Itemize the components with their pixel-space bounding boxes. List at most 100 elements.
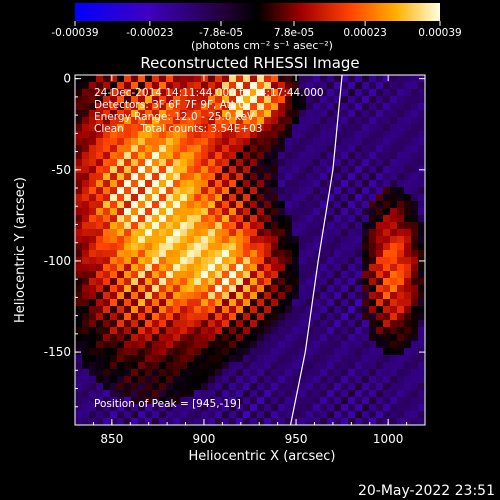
heatmap-cell	[159, 285, 166, 292]
heatmap-cell	[257, 299, 264, 306]
heatmap-cell	[124, 103, 131, 110]
heatmap-cell	[264, 292, 271, 299]
heatmap-cell	[138, 355, 145, 362]
heatmap-cell	[341, 390, 348, 397]
heatmap-cell	[236, 82, 243, 89]
heatmap-cell	[145, 208, 152, 215]
heatmap-cell	[355, 124, 362, 131]
heatmap-cell	[404, 383, 411, 390]
heatmap-cell	[285, 397, 292, 404]
heatmap-cell	[299, 355, 306, 362]
heatmap-cell	[278, 145, 285, 152]
heatmap-cell	[131, 327, 138, 334]
heatmap-cell	[404, 362, 411, 369]
heatmap-cell	[229, 236, 236, 243]
heatmap-cell	[194, 292, 201, 299]
heatmap-cell	[292, 271, 299, 278]
heatmap-cell	[152, 152, 159, 159]
heatmap-cell	[313, 201, 320, 208]
heatmap-cell	[145, 418, 152, 425]
heatmap-cell	[96, 313, 103, 320]
heatmap-cell	[222, 313, 229, 320]
heatmap-cell	[236, 145, 243, 152]
heatmap-cell	[376, 327, 383, 334]
heatmap-cell	[110, 292, 117, 299]
heatmap-cell	[201, 173, 208, 180]
heatmap-cell	[215, 306, 222, 313]
heatmap-cell	[243, 208, 250, 215]
heatmap-cell	[411, 236, 418, 243]
heatmap-cell	[131, 173, 138, 180]
heatmap-cell	[341, 159, 348, 166]
heatmap-cell	[187, 194, 194, 201]
colorbar-tick-label: 0.00023	[343, 27, 386, 39]
heatmap-cell	[187, 404, 194, 411]
heatmap-cell	[334, 264, 341, 271]
heatmap-cell	[201, 215, 208, 222]
heatmap-cell	[180, 117, 187, 124]
heatmap-cell	[313, 194, 320, 201]
heatmap-cell	[397, 299, 404, 306]
heatmap-cell	[159, 278, 166, 285]
heatmap-cell	[271, 222, 278, 229]
heatmap-cell	[362, 243, 369, 250]
heatmap-cell	[327, 201, 334, 208]
heatmap-cell	[124, 243, 131, 250]
heatmap-cell	[341, 376, 348, 383]
heatmap-cell	[173, 285, 180, 292]
heatmap-cell	[278, 89, 285, 96]
heatmap-cell	[110, 264, 117, 271]
heatmap-cell	[117, 327, 124, 334]
heatmap-cell	[117, 110, 124, 117]
heatmap-cell	[138, 390, 145, 397]
heatmap-cell	[306, 250, 313, 257]
heatmap-cell	[215, 110, 222, 117]
heatmap-cell	[208, 110, 215, 117]
heatmap-cell	[138, 404, 145, 411]
heatmap-cell	[152, 278, 159, 285]
heatmap-cell	[250, 229, 257, 236]
heatmap-cell	[271, 299, 278, 306]
heatmap-cell	[397, 82, 404, 89]
heatmap-cell	[110, 362, 117, 369]
heatmap-cell	[376, 103, 383, 110]
heatmap-cell	[271, 229, 278, 236]
heatmap-cell	[397, 418, 404, 425]
heatmap-cell	[159, 397, 166, 404]
heatmap-cell	[166, 348, 173, 355]
heatmap-cell	[243, 180, 250, 187]
heatmap-cell	[243, 306, 250, 313]
heatmap-cell	[145, 131, 152, 138]
heatmap-cell	[334, 313, 341, 320]
heatmap-cell	[292, 411, 299, 418]
heatmap-cell	[306, 145, 313, 152]
heatmap-cell	[110, 327, 117, 334]
heatmap-cell	[124, 369, 131, 376]
heatmap-cell	[145, 243, 152, 250]
heatmap-cell	[299, 145, 306, 152]
heatmap-cell	[117, 383, 124, 390]
heatmap-cell	[229, 173, 236, 180]
heatmap-cell	[257, 75, 264, 82]
heatmap-cell	[404, 418, 411, 425]
heatmap-cell	[215, 103, 222, 110]
heatmap-cell	[257, 390, 264, 397]
heatmap-cell	[306, 376, 313, 383]
heatmap-cell	[152, 411, 159, 418]
heatmap-cell	[96, 271, 103, 278]
heatmap-cell	[418, 418, 425, 425]
heatmap-cell	[327, 194, 334, 201]
heatmap-cell	[383, 96, 390, 103]
heatmap-cell	[369, 369, 376, 376]
heatmap-cell	[257, 124, 264, 131]
heatmap-cell	[383, 187, 390, 194]
heatmap-cell	[355, 313, 362, 320]
footer-timestamp: 20-May-2022 23:51	[358, 483, 495, 499]
heatmap-cell	[257, 201, 264, 208]
heatmap-cell	[292, 278, 299, 285]
heatmap-cell	[334, 285, 341, 292]
heatmap-cell	[194, 152, 201, 159]
heatmap-cell	[194, 271, 201, 278]
heatmap-cell	[89, 334, 96, 341]
heatmap-cell	[145, 271, 152, 278]
